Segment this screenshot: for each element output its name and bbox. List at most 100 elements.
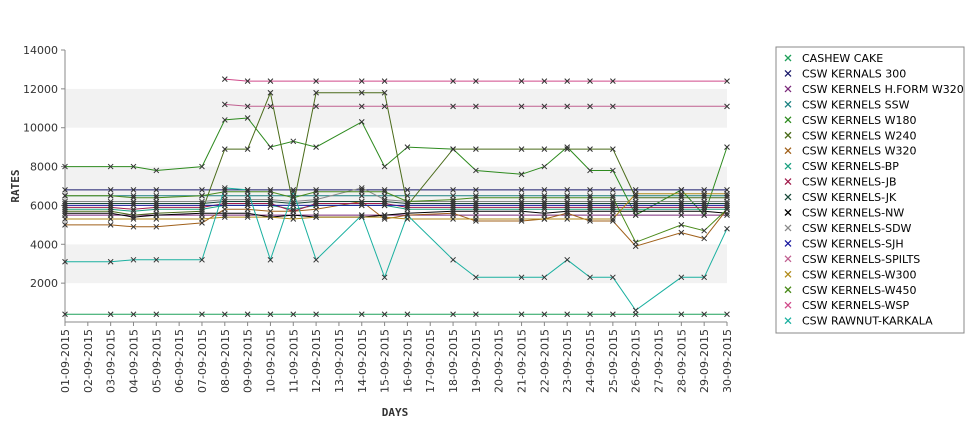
data-point <box>107 200 114 207</box>
x-tick-label: 16-09-2015 <box>401 329 414 393</box>
data-point <box>678 274 685 281</box>
x-tick-label: 14-09-2015 <box>356 329 369 393</box>
data-point <box>564 200 571 207</box>
x-tick-label: 23-09-2015 <box>561 329 574 393</box>
x-tick-label: 08-09-2015 <box>219 329 232 393</box>
data-point <box>541 274 548 281</box>
data-point <box>221 196 228 203</box>
data-point <box>587 216 593 222</box>
data-point <box>587 187 593 193</box>
legend-item: CSW KERNELS-JK <box>784 191 897 204</box>
data-point <box>290 187 297 193</box>
data-point <box>632 239 639 246</box>
data-point <box>701 235 708 242</box>
series-line <box>224 103 727 107</box>
data-point <box>587 78 593 84</box>
legend-label: CSW KERNELS SSW <box>802 98 910 111</box>
data-point <box>541 78 548 84</box>
data-point <box>244 103 251 110</box>
legend-item: CSW KERNELS-W450 <box>784 284 917 297</box>
data-point <box>518 146 525 152</box>
y-tick-label: 4000 <box>30 238 58 251</box>
y-tick-label: 6000 <box>30 199 58 212</box>
data-point <box>450 187 456 193</box>
data-point <box>199 216 205 222</box>
data-point <box>450 216 456 222</box>
data-point <box>244 146 251 152</box>
x-tick-label: 30-09-2015 <box>721 329 734 393</box>
data-point <box>724 144 730 150</box>
x-tick-label: 04-09-2015 <box>127 329 140 393</box>
legend-label: CSW KERNELS-WSP <box>802 299 910 312</box>
data-point <box>518 216 525 222</box>
data-point <box>381 188 388 195</box>
data-point <box>450 202 456 209</box>
data-point <box>518 103 525 110</box>
data-point <box>130 208 137 215</box>
data-point <box>221 146 228 152</box>
data-point <box>107 202 114 209</box>
data-point <box>358 103 365 110</box>
legend-marker <box>784 301 792 309</box>
x-tick-label: 06-09-2015 <box>173 329 186 393</box>
data-point <box>473 167 479 174</box>
legend-item: CSW KERNELS-JB <box>784 176 897 189</box>
data-point <box>130 194 137 201</box>
legend-label: CSW KERNELS W320 <box>802 145 917 158</box>
data-point <box>404 311 411 318</box>
data-point <box>358 187 365 193</box>
data-point <box>107 192 114 199</box>
data-point <box>267 214 274 220</box>
data-point <box>587 167 593 174</box>
data-point <box>221 311 228 318</box>
data-point <box>724 190 730 197</box>
data-point <box>62 258 68 265</box>
data-point <box>587 311 593 318</box>
data-point <box>267 256 274 263</box>
data-point <box>313 311 319 318</box>
data-point <box>610 78 616 84</box>
legend-marker <box>784 162 792 170</box>
legend-marker <box>784 255 792 263</box>
x-tick-label: 20-09-2015 <box>493 329 506 393</box>
data-point <box>199 202 205 209</box>
data-point <box>130 187 137 193</box>
data-point <box>450 256 456 263</box>
data-point <box>290 216 297 222</box>
data-point <box>267 103 274 110</box>
data-point <box>404 144 411 150</box>
data-point <box>473 311 479 318</box>
data-point <box>221 214 228 220</box>
legend-marker <box>784 147 792 155</box>
x-tick-label: 27-09-2015 <box>653 329 666 393</box>
data-point <box>313 188 319 195</box>
data-point <box>587 194 593 201</box>
data-point <box>724 78 730 84</box>
x-tick-label: 18-09-2015 <box>447 329 460 393</box>
data-point <box>313 78 319 84</box>
data-point <box>130 200 137 207</box>
data-point <box>404 212 411 218</box>
data-point <box>587 103 593 110</box>
data-point <box>541 200 548 207</box>
data-point <box>244 212 251 218</box>
legend-item: CSW KERNELS-NW <box>784 207 904 220</box>
data-point <box>450 146 456 152</box>
data-point <box>199 210 205 217</box>
x-tick-label: 10-09-2015 <box>264 329 277 393</box>
data-point <box>381 78 388 84</box>
legend-label: CSW KERNELS-SPILTS <box>802 253 920 266</box>
legend-item: CSW KERNELS-SPILTS <box>784 253 920 266</box>
legend-item: CSW KERNELS-SJH <box>784 237 904 250</box>
data-point <box>541 194 548 201</box>
data-point <box>564 202 571 209</box>
data-point <box>564 146 571 152</box>
legend-marker <box>784 286 792 294</box>
data-point <box>564 78 571 84</box>
data-point <box>678 229 685 236</box>
data-point <box>244 188 251 195</box>
data-point <box>381 187 388 193</box>
data-point <box>473 194 479 201</box>
series-line <box>65 187 728 312</box>
data-point <box>564 194 571 201</box>
